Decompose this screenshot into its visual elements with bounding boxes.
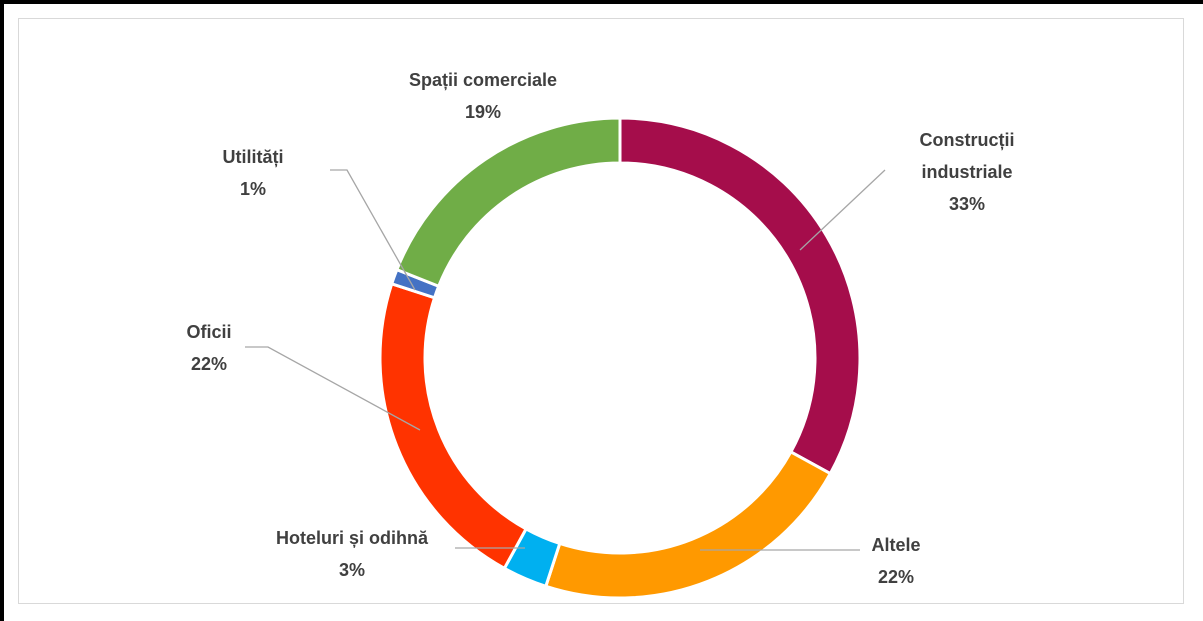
value-label: 22%	[877, 567, 915, 587]
leader-line	[330, 169, 416, 291]
donut-slice	[618, 116, 862, 476]
category-label: Construcții industriale	[919, 130, 1015, 182]
data-label: Oficii 22%	[109, 316, 309, 380]
value-label: 1%	[239, 179, 266, 199]
data-label: Construcții industriale 33%	[892, 124, 1042, 220]
value-label: 3%	[338, 560, 365, 580]
category-label: Spații comerciale	[408, 70, 558, 90]
value-label: 22%	[190, 354, 228, 374]
chart-area	[18, 18, 1184, 604]
category-label: Utilități	[222, 147, 284, 167]
data-label: Altele 22%	[796, 529, 996, 593]
data-label: Spații comerciale 19%	[353, 64, 613, 128]
value-label: 33%	[948, 194, 986, 214]
value-label: 19%	[464, 102, 502, 122]
leader-line	[245, 346, 421, 431]
data-label: Hoteluri și odihnă 3%	[222, 522, 482, 586]
leader-line	[799, 169, 886, 251]
donut-slice	[394, 116, 622, 289]
category-label: Altele	[871, 535, 921, 555]
category-label: Oficii	[186, 322, 232, 342]
data-label: Utilități 1%	[153, 141, 353, 205]
category-label: Hoteluri și odihnă	[275, 528, 428, 548]
donut-slice	[543, 449, 833, 600]
